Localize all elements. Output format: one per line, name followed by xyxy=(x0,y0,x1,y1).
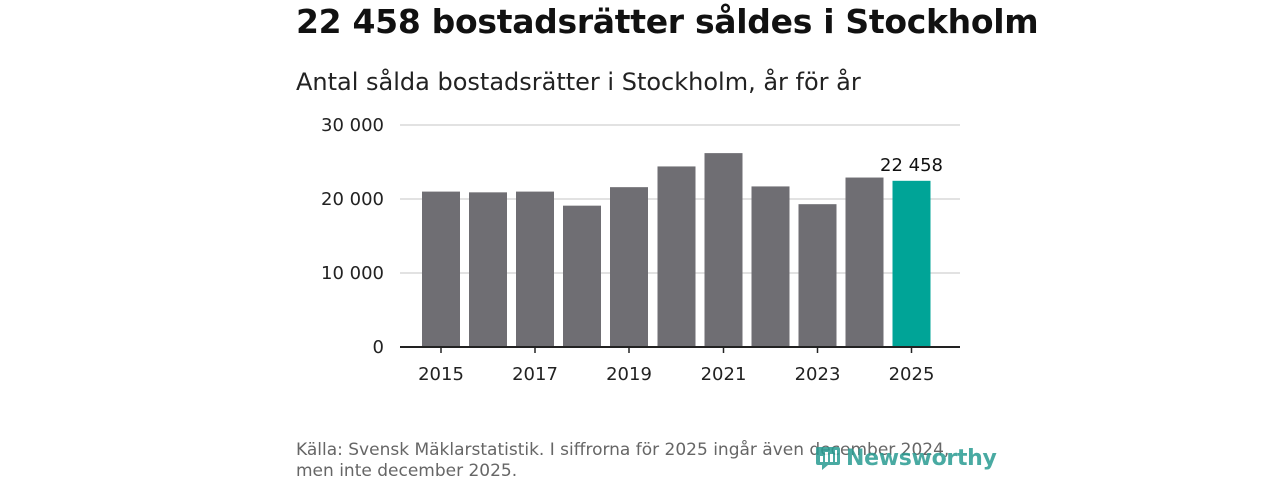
x-tick-label: 2023 xyxy=(795,364,841,385)
y-tick-label: 20 000 xyxy=(321,189,384,210)
newsworthy-logo: Newsworthy xyxy=(814,444,997,472)
source-note: Källa: Svensk Mäklarstatistik. I siffror… xyxy=(296,440,956,482)
source-line-2: men inte december 2025. xyxy=(296,461,518,481)
y-tick-label: 10 000 xyxy=(321,263,384,284)
bar-2016 xyxy=(469,192,507,347)
source-line-1: Källa: Svensk Mäklarstatistik. I siffror… xyxy=(296,440,950,460)
logo-text: Newsworthy xyxy=(846,445,997,471)
bar-2024 xyxy=(845,177,884,347)
data-labels: 22 458 xyxy=(880,155,943,176)
x-tick-label: 2019 xyxy=(606,364,652,385)
bar-2020 xyxy=(657,166,696,347)
x-tick-label: 2021 xyxy=(701,364,747,385)
bar-2019 xyxy=(610,187,648,347)
bar-2015 xyxy=(422,191,460,347)
bar-chart-logo-icon xyxy=(816,447,840,470)
bar-2025 xyxy=(892,180,931,347)
x-tick-label: 2025 xyxy=(889,364,935,385)
y-tick-label: 0 xyxy=(373,337,384,358)
x-axis-ticks: 2015 2017 2019 2021 2023 2025 xyxy=(418,347,934,385)
y-tick-label: 30 000 xyxy=(321,115,384,136)
data-label: 22 458 xyxy=(880,155,943,176)
bar-2023 xyxy=(798,204,837,347)
bar-2017 xyxy=(516,191,554,347)
x-tick-label: 2017 xyxy=(512,364,558,385)
bar-chart: 0 10 000 20 000 30 000 2015 2017 2019 2021 2023… xyxy=(321,115,960,385)
x-tick-label: 2015 xyxy=(418,364,464,385)
y-axis-ticks: 0 10 000 20 000 30 000 xyxy=(321,115,384,358)
chart-subtitle: Antal sålda bostadsrätter i Stockholm, å… xyxy=(296,68,861,96)
bar-2021 xyxy=(704,153,743,347)
bar-2022 xyxy=(751,186,790,347)
bars xyxy=(422,153,931,347)
bar-2018 xyxy=(563,205,601,347)
chart-title: 22 458 bostadsrätter såldes i Stockholm xyxy=(296,2,1039,41)
